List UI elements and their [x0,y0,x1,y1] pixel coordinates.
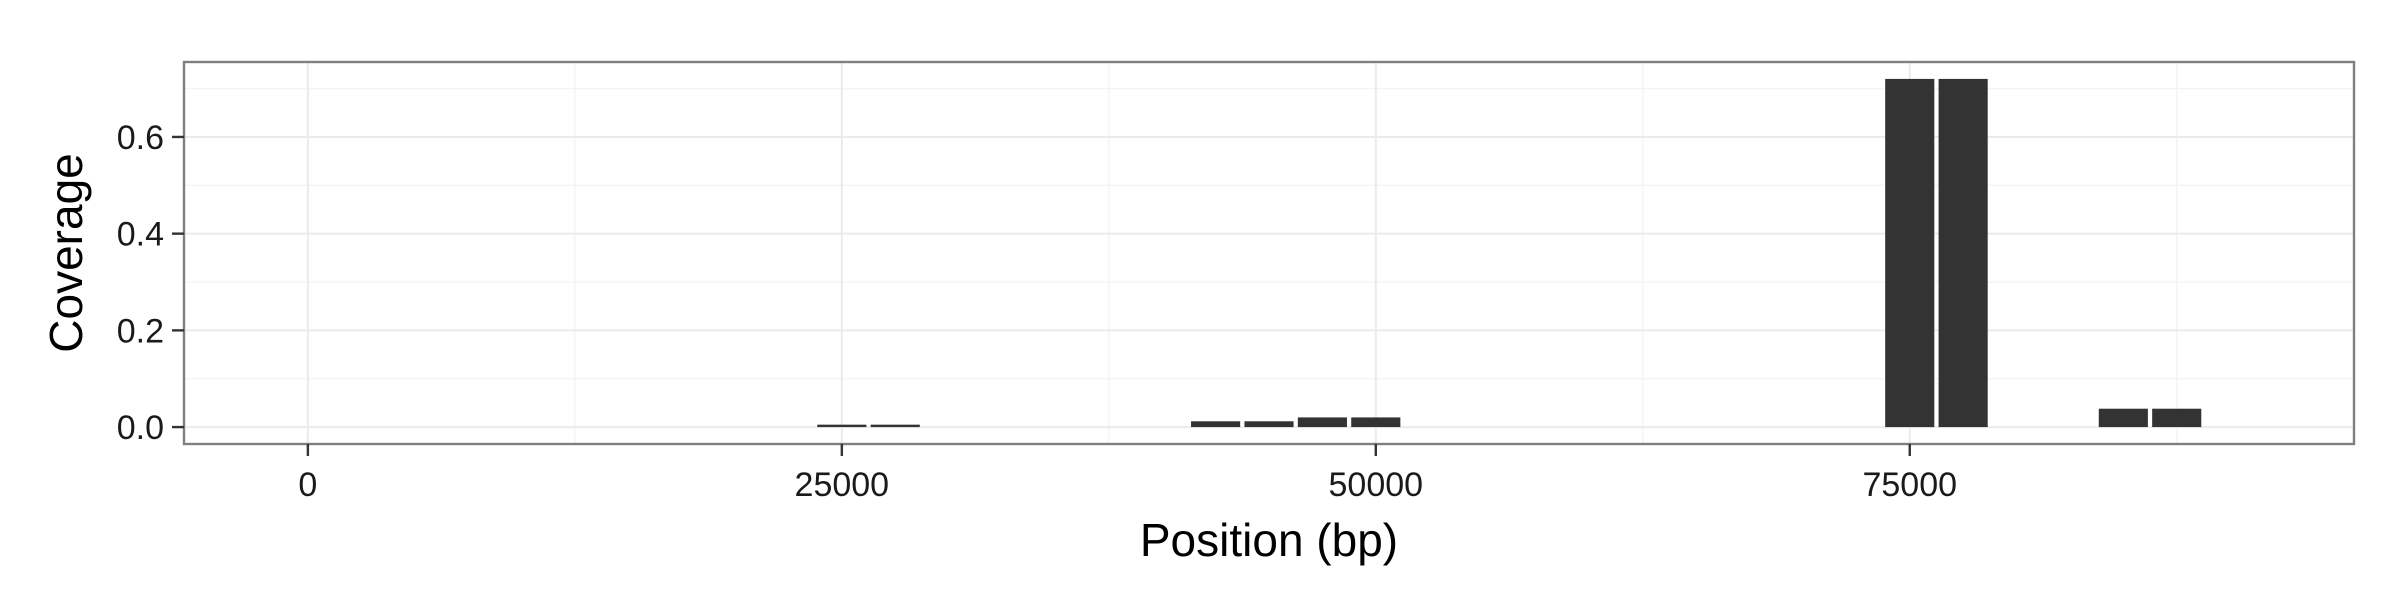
bars [817,78,2202,428]
y-tick-label: 0.2 [117,312,164,350]
bar [2152,408,2202,428]
bar [870,424,920,428]
bar [1191,421,1241,428]
x-tick-label: 25000 [795,466,890,504]
y-tick-label: 0.4 [117,216,164,254]
y-tick-label: 0.0 [117,409,164,447]
x-tick-label: 0 [298,466,317,504]
x-axis-title: Position (bp) [1140,514,1398,566]
x-tick-label: 75000 [1862,466,1957,504]
y-axis: 0.0 0.2 0.4 0.6 [117,119,184,447]
bar [1297,417,1347,428]
bar [1351,417,1401,428]
bar [1244,421,1294,428]
y-axis-title: Coverage [40,153,92,352]
minor-gridlines [184,62,2354,444]
y-tick-label: 0.6 [117,119,164,157]
x-tick-label: 50000 [1329,466,1424,504]
bar [1885,78,1935,428]
x-axis: 0 25000 50000 75000 [298,444,1957,504]
bar [1938,78,1988,428]
plot-panel [184,62,2354,444]
bar [2098,408,2148,428]
plot-border [182,60,2356,446]
bar [817,424,867,428]
